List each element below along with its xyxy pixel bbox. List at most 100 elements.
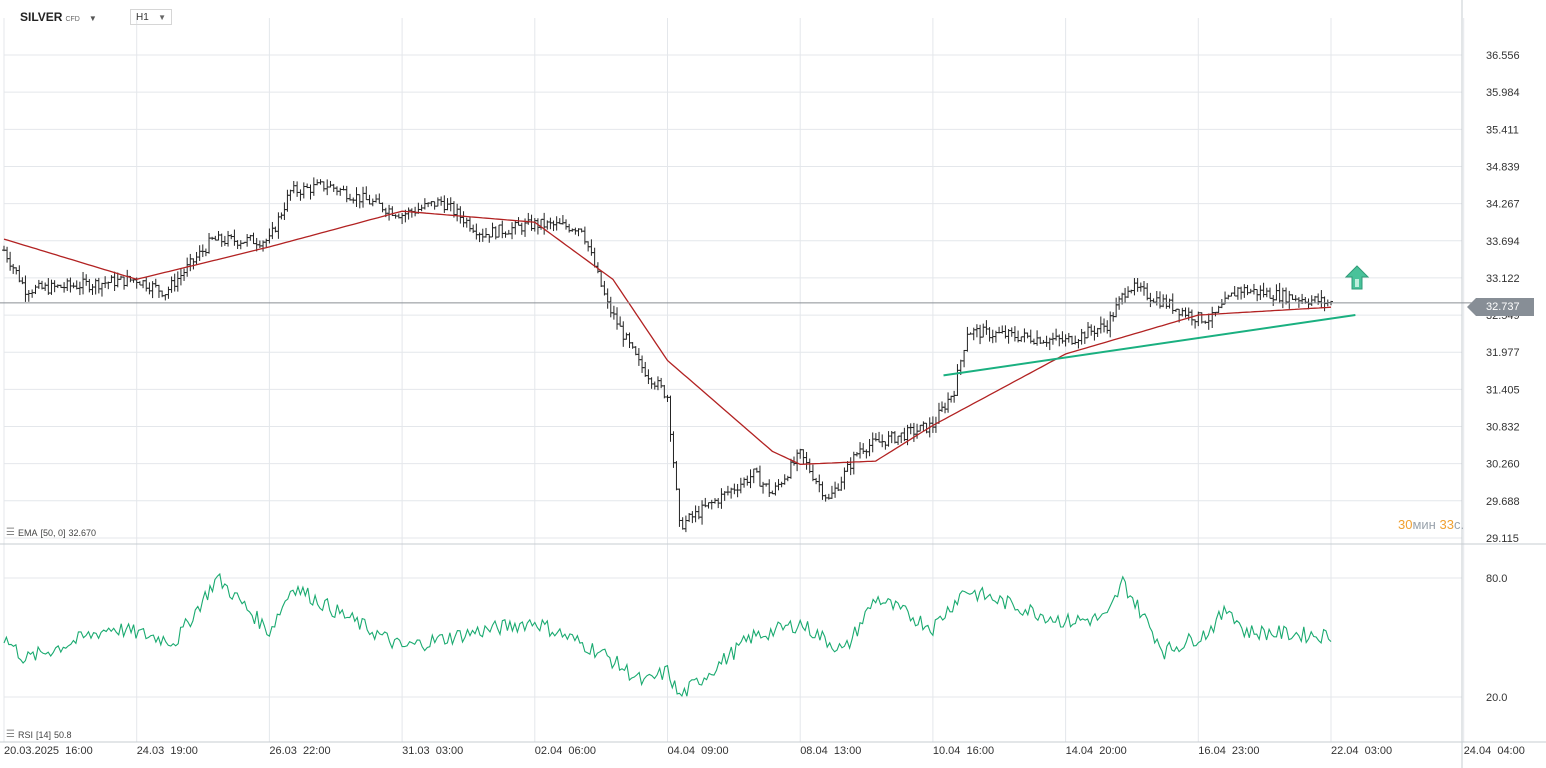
ohlc-bar bbox=[400, 213, 405, 225]
ohlc-bar bbox=[282, 202, 287, 221]
time-tick-label: 31.03 03:00 bbox=[402, 745, 463, 757]
ohlc-bar bbox=[1145, 283, 1150, 301]
rsi-panel[interactable] bbox=[3, 572, 1332, 698]
ohlc-bar bbox=[858, 442, 863, 459]
ohlc-bar bbox=[608, 296, 613, 318]
ohlc-bar bbox=[1041, 339, 1046, 344]
ohlc-bars bbox=[2, 177, 1333, 533]
ohlc-bar bbox=[1261, 282, 1266, 298]
ohlc-bar bbox=[490, 222, 495, 238]
ohlc-bar bbox=[618, 316, 623, 327]
ohlc-bar bbox=[461, 211, 466, 228]
ohlc-bar bbox=[706, 502, 711, 509]
ohlc-bar bbox=[1203, 320, 1208, 324]
ohlc-bar bbox=[1245, 284, 1250, 296]
ohlc-bar bbox=[484, 227, 489, 238]
ohlc-bar bbox=[487, 233, 492, 243]
ohlc-bar bbox=[725, 485, 730, 496]
ohlc-bar bbox=[191, 258, 196, 270]
ohlc-bar bbox=[197, 245, 202, 261]
ohlc-bar bbox=[1054, 328, 1059, 341]
ohlc-bar bbox=[361, 186, 366, 208]
ohlc-bar bbox=[68, 277, 73, 293]
ohlc-bar bbox=[833, 481, 838, 498]
timeframe-selector[interactable]: H1 ▼ bbox=[130, 9, 172, 25]
ohlc-bar bbox=[474, 223, 479, 240]
ohlc-bar bbox=[978, 324, 983, 345]
ohlc-bar bbox=[87, 278, 92, 293]
trendline[interactable] bbox=[943, 314, 1356, 377]
ohlc-bar bbox=[96, 277, 101, 294]
ohlc-bar bbox=[178, 267, 183, 286]
ohlc-bar bbox=[207, 232, 212, 254]
ohlc-bar bbox=[33, 284, 38, 295]
ohlc-bar bbox=[745, 475, 750, 486]
ohlc-bar bbox=[984, 320, 989, 335]
ohlc-bar bbox=[367, 194, 372, 205]
ohlc-bar bbox=[23, 275, 28, 302]
ohlc-bar bbox=[757, 465, 762, 487]
ohlc-bar bbox=[655, 376, 660, 391]
ohlc-bar bbox=[987, 327, 992, 342]
countdown-minutes-unit: мин bbox=[1412, 517, 1436, 532]
ohlc-bar bbox=[798, 448, 803, 459]
ohlc-bar bbox=[624, 332, 629, 340]
indicator-menu-icon[interactable]: ☰ bbox=[6, 729, 15, 740]
indicator-menu-icon[interactable]: ☰ bbox=[6, 527, 15, 538]
ohlc-bar bbox=[535, 218, 540, 235]
price-panel[interactable] bbox=[0, 177, 1476, 533]
countdown-seconds-unit: с. bbox=[1453, 517, 1465, 532]
rsi-axis[interactable]: 80.0 20.0 bbox=[1486, 573, 1507, 704]
ohlc-bar bbox=[137, 281, 142, 286]
ohlc-bar bbox=[719, 488, 724, 509]
ohlc-bar bbox=[90, 283, 95, 295]
ohlc-bar bbox=[144, 277, 149, 292]
ohlc-bar bbox=[77, 281, 82, 296]
price-tick-label: 29.688 bbox=[1486, 496, 1520, 508]
ohlc-bar bbox=[409, 208, 414, 218]
ohlc-bar bbox=[1060, 331, 1065, 344]
time-tick-label: 14.04 20:00 bbox=[1066, 745, 1127, 757]
ohlc-bar bbox=[564, 219, 569, 230]
ohlc-bar bbox=[5, 246, 10, 263]
ohlc-bar bbox=[8, 251, 13, 271]
time-tick-label: 10.04 16:00 bbox=[933, 745, 994, 757]
price-tick-label: 35.411 bbox=[1486, 124, 1519, 136]
ohlc-bar bbox=[939, 401, 944, 412]
ohlc-bar bbox=[1210, 306, 1215, 328]
ohlc-bar bbox=[251, 232, 256, 245]
ohlc-bar bbox=[848, 457, 853, 476]
ohlc-bar bbox=[1226, 294, 1231, 300]
ohlc-bar bbox=[1255, 288, 1260, 302]
ohlc-bar bbox=[279, 212, 284, 220]
ohlc-bar bbox=[589, 239, 594, 256]
ohlc-bar bbox=[1019, 336, 1024, 342]
time-tick-label: 26.03 22:00 bbox=[269, 745, 330, 757]
ohlc-bar bbox=[870, 432, 875, 453]
ohlc-bar bbox=[122, 276, 127, 290]
ohlc-bar bbox=[636, 348, 641, 366]
ohlc-bar bbox=[767, 479, 772, 497]
price-tick-label: 31.405 bbox=[1486, 384, 1520, 396]
ohlc-bar bbox=[864, 449, 869, 459]
ohlc-bar bbox=[374, 194, 379, 203]
ohlc-bar bbox=[873, 433, 878, 442]
symbol-selector[interactable]: SILVER CFD ▼ bbox=[20, 10, 97, 24]
ohlc-bar bbox=[611, 305, 616, 320]
ohlc-bar bbox=[693, 505, 698, 523]
symbol-name: SILVER bbox=[20, 10, 63, 24]
time-tick-label: 02.04 06:00 bbox=[535, 745, 596, 757]
ohlc-bar bbox=[264, 238, 269, 248]
ohlc-bar bbox=[665, 394, 670, 402]
ohlc-bar bbox=[861, 443, 866, 455]
time-axis[interactable]: 20.03.2025 16:00 24.03 19:00 26.03 22:00 31… bbox=[4, 745, 1525, 757]
ohlc-bar bbox=[464, 217, 469, 228]
ohlc-bar bbox=[219, 233, 224, 247]
ohlc-bar bbox=[17, 265, 22, 283]
ohlc-bar bbox=[801, 449, 806, 465]
ema-params: [50, 0] bbox=[40, 527, 66, 538]
price-tick-label: 34.839 bbox=[1486, 161, 1520, 173]
ohlc-bar bbox=[652, 381, 657, 390]
ohlc-bar bbox=[109, 275, 114, 284]
